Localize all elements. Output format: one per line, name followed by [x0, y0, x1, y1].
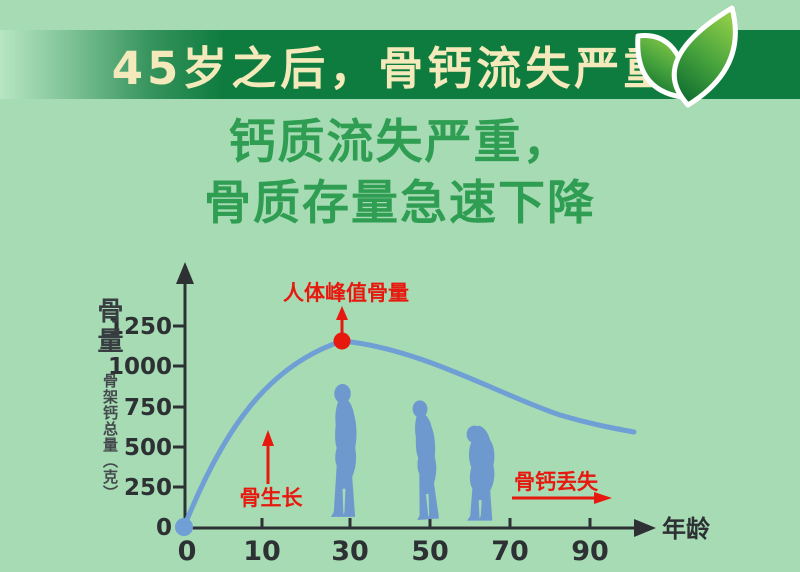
- big-leaf-shape: [671, 5, 738, 108]
- x-tick-label: 10: [243, 536, 281, 567]
- x-tick-label: 0: [178, 536, 197, 567]
- x-axis-title: 年龄: [662, 515, 711, 543]
- y-tick-label: 750: [124, 395, 172, 421]
- x-tick-label: 50: [411, 536, 449, 567]
- y-tick-label: 1250: [108, 314, 172, 340]
- peak-dot: [333, 332, 351, 350]
- silhouette-age-70: [466, 425, 495, 521]
- leaf-icon: [635, 5, 738, 108]
- silhouette-age-30: [330, 384, 357, 517]
- x-tick-label: 70: [491, 536, 529, 567]
- x-tick-label: 90: [571, 536, 609, 567]
- headline-line1: 钙质流失严重，: [228, 115, 572, 170]
- bone-mass-chart: 1250 1000 750 500 250 0 0 10 30 50 70 90…: [93, 262, 711, 567]
- headline-line2: 骨质存量急速下降: [204, 176, 596, 231]
- bone-mass-curve: [181, 338, 637, 530]
- loss-arrowhead-icon: [594, 492, 612, 504]
- loss-annotation-label: 骨钙丢失: [514, 470, 599, 494]
- y-tick-label: 250: [124, 475, 172, 501]
- origin-dot: [175, 518, 193, 536]
- growth-arrowhead-icon: [262, 430, 274, 446]
- y-tick-label: 0: [156, 515, 172, 541]
- y-axis-subtitle: 骨架钙总量（克）: [101, 373, 119, 501]
- x-axis-arrowhead-icon: [634, 519, 656, 537]
- headline: 钙质流失严重， 骨质存量急速下降: [0, 112, 800, 234]
- banner-title: 45岁之后，骨钙流失严重: [111, 42, 673, 95]
- y-axis-arrowhead-icon: [176, 262, 194, 284]
- peak-annotation-label: 人体峰值骨量: [283, 281, 409, 305]
- silhouette-age-50: [412, 400, 440, 520]
- y-axis-title: 骨量: [93, 297, 123, 357]
- growth-annotation-label: 骨生长: [240, 486, 304, 510]
- x-tick-label: 30: [331, 536, 369, 567]
- y-tick-label: 500: [124, 435, 172, 461]
- peak-arrowhead-icon: [336, 306, 348, 320]
- y-tick-label: 1000: [108, 354, 172, 380]
